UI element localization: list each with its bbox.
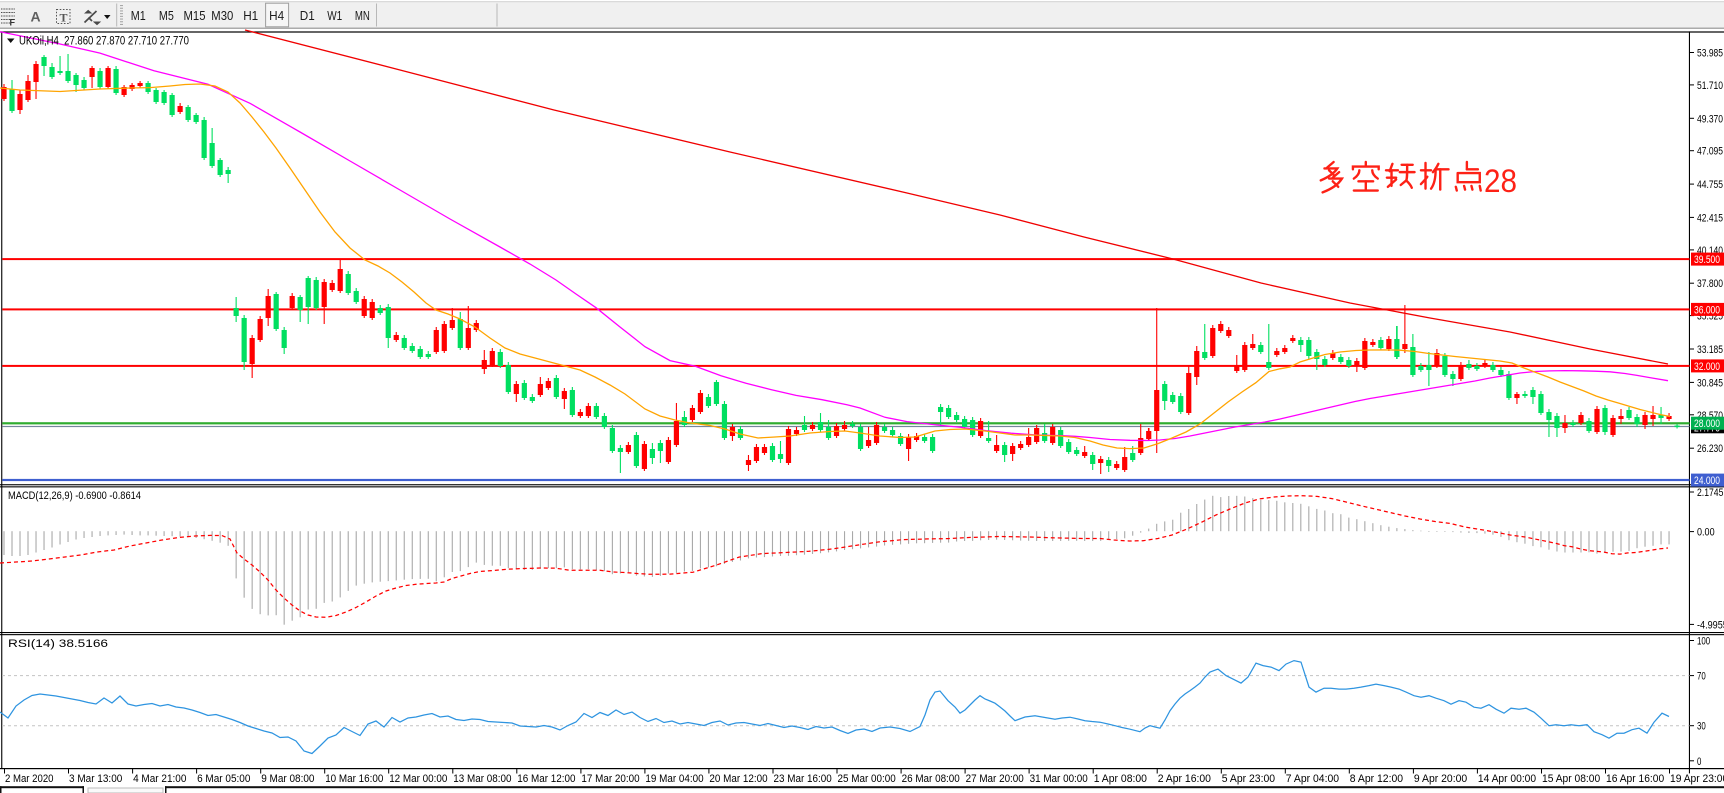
- svg-text:MN: MN: [355, 9, 370, 23]
- svg-text:28.000: 28.000: [1694, 418, 1720, 430]
- svg-text:36.000: 36.000: [1694, 304, 1720, 316]
- svg-text:32.000: 32.000: [1694, 361, 1720, 373]
- svg-text:2 Apr 16:00: 2 Apr 16:00: [1158, 773, 1211, 785]
- svg-text:17 Mar 20:00: 17 Mar 20:00: [581, 773, 639, 785]
- svg-text:0.00: 0.00: [1697, 527, 1715, 539]
- svg-text:15 Apr 08:00: 15 Apr 08:00: [1542, 773, 1600, 785]
- svg-text:UKOil,H4 27.860 27.870 27.710: UKOil,H4 27.860 27.870 27.710 27.770: [19, 36, 189, 48]
- svg-text:3 Mar 13:00: 3 Mar 13:00: [69, 773, 122, 785]
- svg-text:7 Apr 04:00: 7 Apr 04:00: [1286, 773, 1339, 785]
- svg-text:M1: M1: [131, 9, 146, 23]
- svg-text:2.1745: 2.1745: [1697, 487, 1723, 499]
- svg-text:A: A: [31, 9, 41, 25]
- svg-text:H4: H4: [269, 9, 284, 23]
- svg-text:RSI(14) 38.5166: RSI(14) 38.5166: [8, 638, 108, 650]
- svg-text:T: T: [60, 10, 68, 24]
- svg-text:9 Mar 08:00: 9 Mar 08:00: [261, 773, 314, 785]
- svg-text:M30: M30: [211, 9, 233, 23]
- svg-text:24.000: 24.000: [1694, 475, 1720, 487]
- svg-text:W1: W1: [327, 9, 342, 23]
- svg-text:51.710: 51.710: [1697, 80, 1723, 92]
- svg-text:47.095: 47.095: [1697, 146, 1723, 158]
- svg-text:D1: D1: [300, 9, 315, 23]
- svg-text:30.845: 30.845: [1697, 377, 1723, 389]
- svg-text:31 Mar 00:00: 31 Mar 00:00: [1030, 773, 1088, 785]
- svg-text:44.755: 44.755: [1697, 179, 1723, 191]
- svg-text:2 Mar 2020: 2 Mar 2020: [5, 773, 54, 785]
- svg-text:39.500: 39.500: [1694, 254, 1720, 266]
- svg-text:70: 70: [1697, 671, 1706, 683]
- svg-text:9 Apr 20:00: 9 Apr 20:00: [1414, 773, 1467, 785]
- svg-text:27 Mar 20:00: 27 Mar 20:00: [966, 773, 1024, 785]
- svg-text:25 Mar 00:00: 25 Mar 00:00: [838, 773, 896, 785]
- svg-text:20 Mar 12:00: 20 Mar 12:00: [709, 773, 767, 785]
- svg-text:23 Mar 16:00: 23 Mar 16:00: [774, 773, 832, 785]
- svg-text:14 Apr 00:00: 14 Apr 00:00: [1478, 773, 1536, 785]
- svg-text:26.230: 26.230: [1697, 443, 1723, 455]
- svg-text:10 Mar 16:00: 10 Mar 16:00: [325, 773, 383, 785]
- svg-text:MACD(12,26,9) -0.6900 -0.8614: MACD(12,26,9) -0.6900 -0.8614: [8, 490, 141, 502]
- svg-text:33.185: 33.185: [1697, 344, 1723, 356]
- svg-text:37.800: 37.800: [1697, 278, 1723, 290]
- svg-text:28: 28: [1484, 163, 1517, 199]
- svg-text:H1: H1: [243, 9, 258, 23]
- svg-text:16 Mar 12:00: 16 Mar 12:00: [517, 773, 575, 785]
- svg-text:0: 0: [1697, 756, 1701, 768]
- svg-text:30: 30: [1697, 721, 1706, 733]
- svg-text:19 Apr 23:00: 19 Apr 23:00: [1670, 773, 1724, 785]
- svg-text:8 Apr 12:00: 8 Apr 12:00: [1350, 773, 1403, 785]
- svg-text:-4.9955: -4.9955: [1697, 619, 1724, 631]
- svg-text:M5: M5: [159, 9, 174, 23]
- svg-text:5 Apr 23:00: 5 Apr 23:00: [1222, 773, 1275, 785]
- svg-text:42.415: 42.415: [1697, 212, 1723, 224]
- svg-text:53.985: 53.985: [1697, 48, 1723, 60]
- svg-text:M15: M15: [184, 9, 206, 23]
- svg-text:1 Apr 08:00: 1 Apr 08:00: [1094, 773, 1147, 785]
- svg-text:100: 100: [1697, 636, 1710, 648]
- svg-text:13 Mar 08:00: 13 Mar 08:00: [453, 773, 511, 785]
- svg-text:49.370: 49.370: [1697, 113, 1723, 125]
- svg-text:12 Mar 00:00: 12 Mar 00:00: [389, 773, 447, 785]
- svg-text:26 Mar 08:00: 26 Mar 08:00: [902, 773, 960, 785]
- svg-text:19 Mar 04:00: 19 Mar 04:00: [645, 773, 703, 785]
- svg-text:F: F: [10, 18, 16, 28]
- svg-text:16 Apr 16:00: 16 Apr 16:00: [1606, 773, 1664, 785]
- svg-text:4 Mar 21:00: 4 Mar 21:00: [133, 773, 186, 785]
- svg-text:6 Mar 05:00: 6 Mar 05:00: [197, 773, 250, 785]
